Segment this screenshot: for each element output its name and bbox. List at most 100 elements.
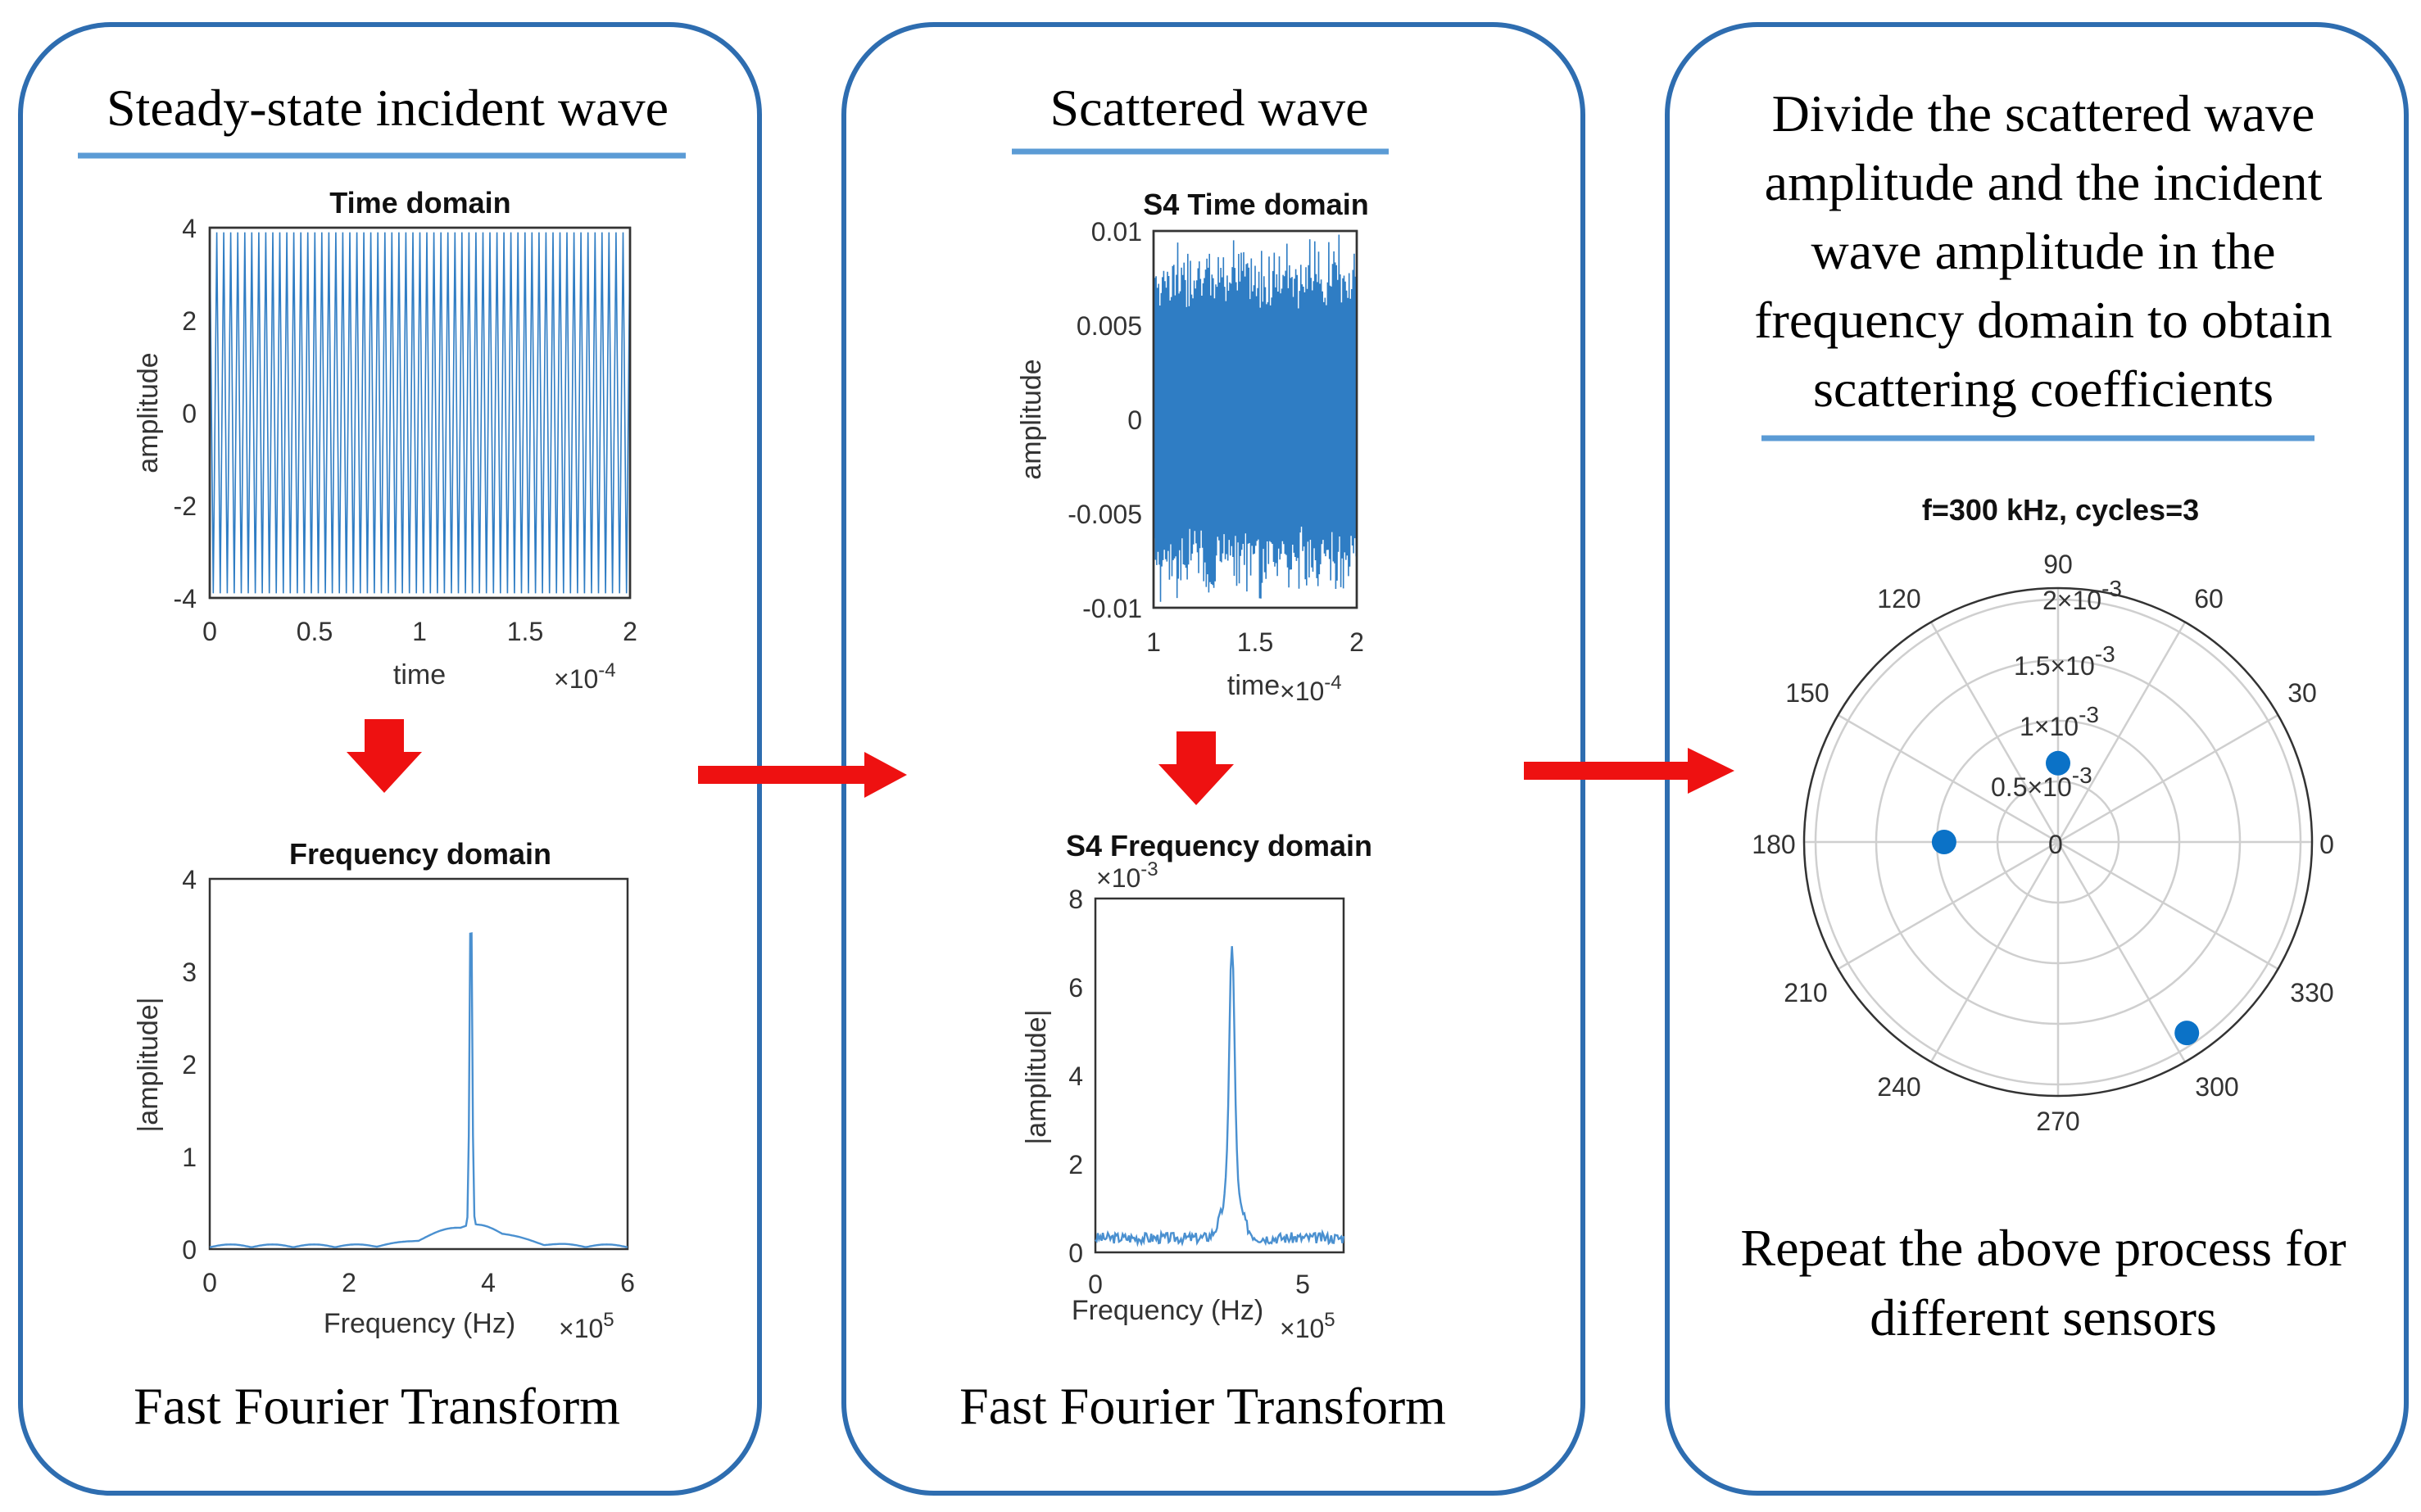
incident-frequency-domain-plot: Frequency domain 4 3 2 1 0 0 2 4 6 Frequ…	[133, 837, 635, 1343]
polar-outer-ring	[1802, 586, 2314, 1098]
incident-time-signal	[209, 232, 631, 594]
incident-freq-xtick: 4	[481, 1268, 496, 1297]
polar-spoke	[1837, 840, 2059, 971]
s4-time-domain-plot: S4 Time domain 0.01 0.005 0 -0.005 -0.01…	[1016, 188, 1369, 706]
incident-freq-ytick: 3	[182, 957, 197, 987]
incident-time-ytick: 0	[182, 399, 197, 428]
s4-freq-exponent: ×105	[1280, 1309, 1335, 1343]
panel-scattering-coefficients	[1665, 22, 2409, 1496]
s4-freq-ylabel: |amplitude|	[1021, 1009, 1052, 1144]
panel3-footer: Repeat the above process for different s…	[1740, 1219, 2346, 1347]
panel3-footer-line: Repeat the above process for	[1740, 1219, 2346, 1277]
panel1-heading: Steady-state incident wave	[107, 79, 669, 137]
incident-freq-ytick: 0	[182, 1235, 197, 1265]
polar-title: f=300 kHz, cycles=3	[1922, 493, 2199, 527]
panel3-heading-line: Divide the scattered wave	[1772, 84, 2315, 143]
incident-time-ytick: 2	[182, 306, 197, 336]
polar-ring-label: 1.5×10-3	[2014, 641, 2115, 681]
polar-data-point	[2174, 1021, 2200, 1046]
incident-time-xlabel: time	[393, 659, 446, 690]
polar-angle-label: 180	[1752, 830, 1795, 859]
incident-freq-xtick: 2	[342, 1268, 356, 1297]
panel3-heading-line: scattering coefficients	[1813, 360, 2274, 418]
incident-time-ylabel: amplitude	[133, 352, 164, 473]
polar-angle-label: 60	[2194, 584, 2224, 613]
polar-spokes	[1804, 588, 2312, 1096]
panel3-footer-line: different sensors	[1870, 1288, 2217, 1347]
s4-freq-ytick: 6	[1068, 973, 1083, 1003]
polar-spoke	[1837, 713, 2059, 844]
s4-freq-ytick: 0	[1068, 1238, 1083, 1268]
s4-freq-yexponent: ×10-3	[1096, 858, 1158, 893]
panel1-footer: Fast Fourier Transform	[134, 1377, 620, 1435]
incident-time-xtick: 2	[623, 617, 637, 646]
polar-angle-label: 0	[2319, 830, 2334, 859]
right-arrow-1	[698, 752, 907, 798]
s4-time-ytick: -0.01	[1082, 594, 1142, 623]
s4-time-ytick: 0.005	[1077, 311, 1142, 341]
incident-time-ytick: 4	[182, 214, 197, 243]
polar-angle-label: 150	[1785, 678, 1829, 708]
polar-angle-label: 120	[1877, 584, 1920, 613]
s4-freq-title: S4 Frequency domain	[1066, 829, 1372, 862]
s4-time-xtick: 1.5	[1237, 627, 1273, 657]
incident-time-title: Time domain	[329, 186, 510, 220]
polar-spoke	[1929, 621, 2060, 843]
polar-grid	[1802, 586, 2314, 1098]
s4-time-exponent: ×10-4	[1280, 672, 1342, 706]
polar-angle-label: 300	[2195, 1072, 2238, 1102]
s4-time-xtick: 1	[1146, 627, 1161, 657]
incident-freq-ytick: 4	[182, 865, 197, 894]
polar-ring-label: 0.5×10-3	[1991, 763, 2092, 802]
s4-time-ylabel: amplitude	[1016, 359, 1047, 479]
incident-freq-axes	[208, 877, 629, 1251]
incident-time-xtick: 1	[412, 617, 427, 646]
s4-freq-axes	[1094, 897, 1345, 1254]
incident-freq-ylabel: |amplitude|	[133, 997, 164, 1132]
polar-ring-label: 1×10-3	[2020, 702, 2099, 741]
s4-freq-xlabel: Frequency (Hz)	[1072, 1295, 1263, 1326]
polar-center-label: 0	[2048, 830, 2063, 859]
incident-frequency-spectrum	[209, 932, 628, 1248]
s4-time-ytick: -0.005	[1068, 500, 1142, 529]
s4-time-axes-border	[1152, 229, 1358, 609]
panel3-heading-line: wave amplitude in the	[1811, 222, 2276, 280]
polar-angle-label: 210	[1784, 978, 1827, 1007]
incident-time-xtick: 1.5	[507, 617, 543, 646]
panel2-heading: Scattered wave	[1050, 79, 1368, 137]
s4-time-ytick: 0	[1127, 405, 1142, 435]
incident-freq-xtick: 6	[620, 1268, 635, 1297]
incident-freq-xtick: 0	[202, 1268, 217, 1297]
incident-time-axes-border	[208, 226, 632, 600]
panel2-footer: Fast Fourier Transform	[959, 1377, 1446, 1435]
polar-angle-label: 330	[2290, 978, 2333, 1007]
right-arrow-2	[1524, 748, 1734, 794]
incident-time-ytick: -2	[174, 491, 197, 521]
panel3-heading: Divide the scattered wave amplitude and …	[1754, 84, 2333, 418]
polar-data-points	[1931, 750, 2200, 1046]
incident-time-xtick: 0	[202, 617, 217, 646]
incident-time-exponent: ×10-4	[554, 659, 616, 694]
panel3-heading-line: amplitude and the incident	[1765, 153, 2323, 211]
s4-freq-ytick: 8	[1068, 885, 1083, 914]
polar-angle-label: 240	[1877, 1072, 1920, 1102]
polar-angle-label: 270	[2036, 1107, 2079, 1136]
s4-freq-xtick: 0	[1088, 1270, 1103, 1299]
panel3-heading-line: frequency domain to obtain	[1754, 291, 2333, 349]
down-arrow-scattered	[1158, 731, 1234, 805]
polar-spoke	[2056, 621, 2187, 843]
incident-time-ytick: -4	[174, 584, 197, 613]
s4-freq-ytick: 2	[1068, 1150, 1083, 1179]
incident-freq-ytick: 1	[182, 1143, 197, 1172]
polar-angle-label: 90	[2043, 550, 2073, 579]
polar-spoke	[1929, 841, 2060, 1063]
s4-time-ytick: 0.01	[1091, 217, 1142, 247]
s4-frequency-spectrum	[1095, 946, 1345, 1247]
polar-spoke	[2057, 840, 2279, 971]
incident-freq-title: Frequency domain	[289, 837, 551, 871]
polar-angle-label: 30	[2287, 678, 2317, 708]
polar-data-point	[1931, 830, 1956, 854]
polar-scattering-plot: f=300 kHz, cycles=3 0 30 60 90 120 150 1…	[1752, 493, 2334, 1136]
incident-time-domain-plot: Time domain 4 2 0 -2 -4 0 0.5 1 1.5 2 ti…	[133, 186, 637, 694]
